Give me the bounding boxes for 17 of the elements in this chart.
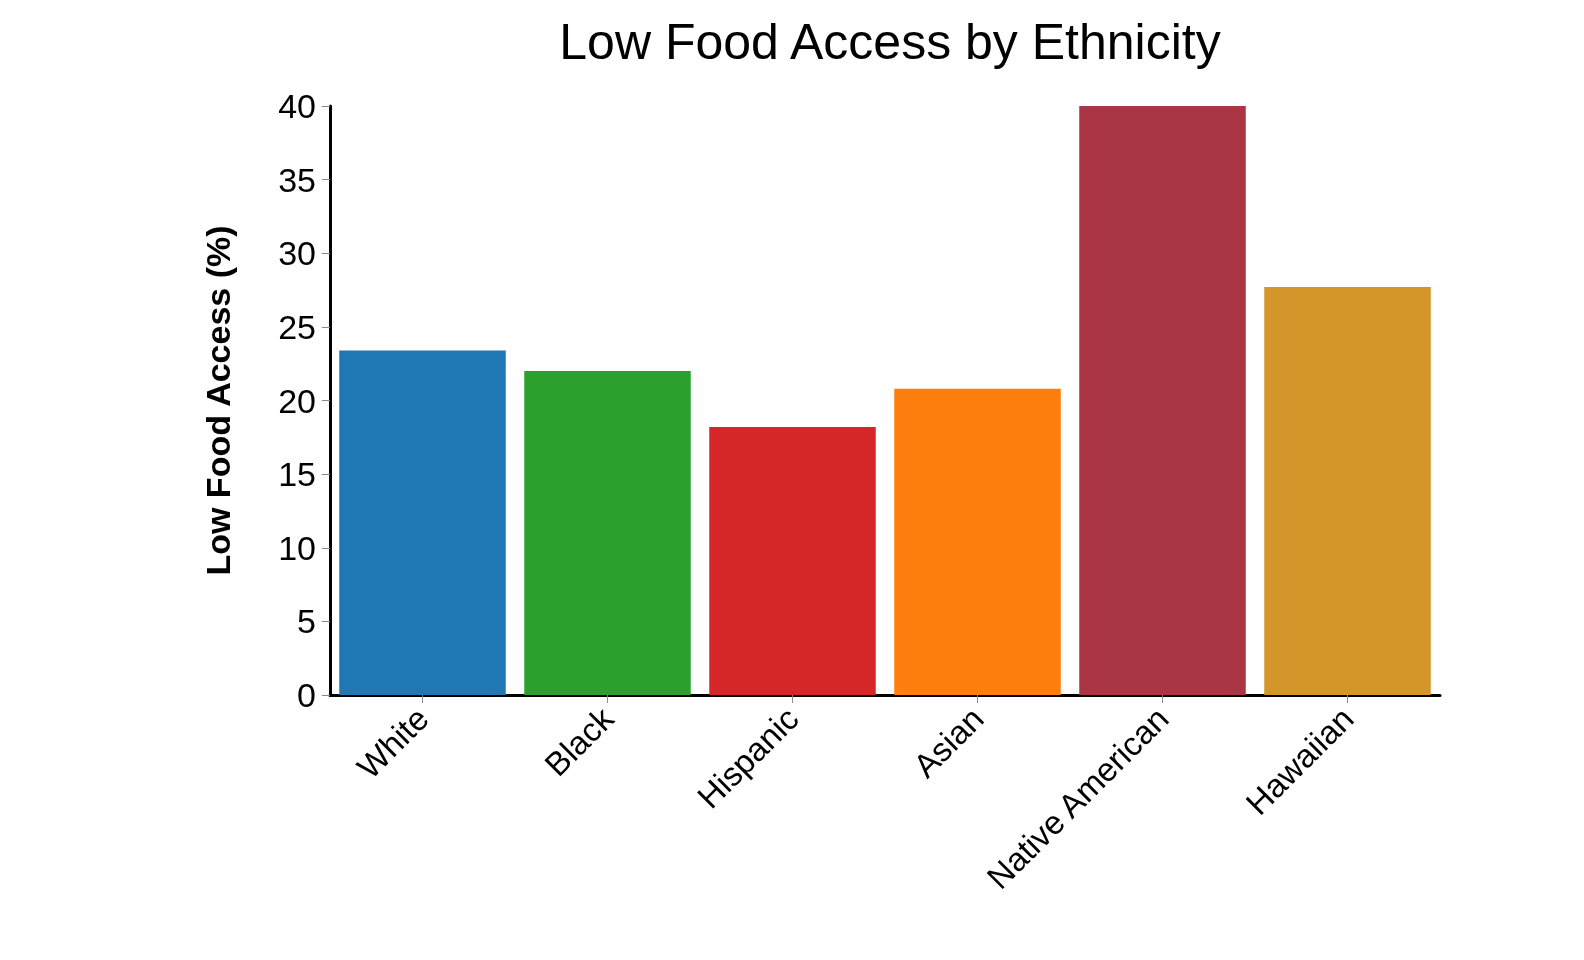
- chart-title: Low Food Access by Ethnicity: [559, 14, 1221, 70]
- y-tick-label: 30: [278, 234, 316, 273]
- bar: [524, 371, 691, 695]
- y-tick-label: 0: [297, 676, 316, 714]
- bar: [709, 427, 876, 695]
- bar: [1264, 287, 1431, 695]
- y-tick-label: 25: [278, 307, 316, 346]
- y-tick-label: 5: [297, 602, 316, 641]
- bar: [894, 388, 1061, 695]
- y-tick-label: 20: [278, 381, 316, 420]
- y-tick-label: 10: [278, 528, 316, 567]
- y-tick-label: 35: [278, 160, 316, 199]
- bar: [1079, 106, 1246, 695]
- y-axis-title: Low Food Access (%): [199, 225, 237, 576]
- y-tick-label: 15: [278, 455, 316, 494]
- y-tick-label: 40: [278, 87, 316, 125]
- bar: [339, 350, 506, 695]
